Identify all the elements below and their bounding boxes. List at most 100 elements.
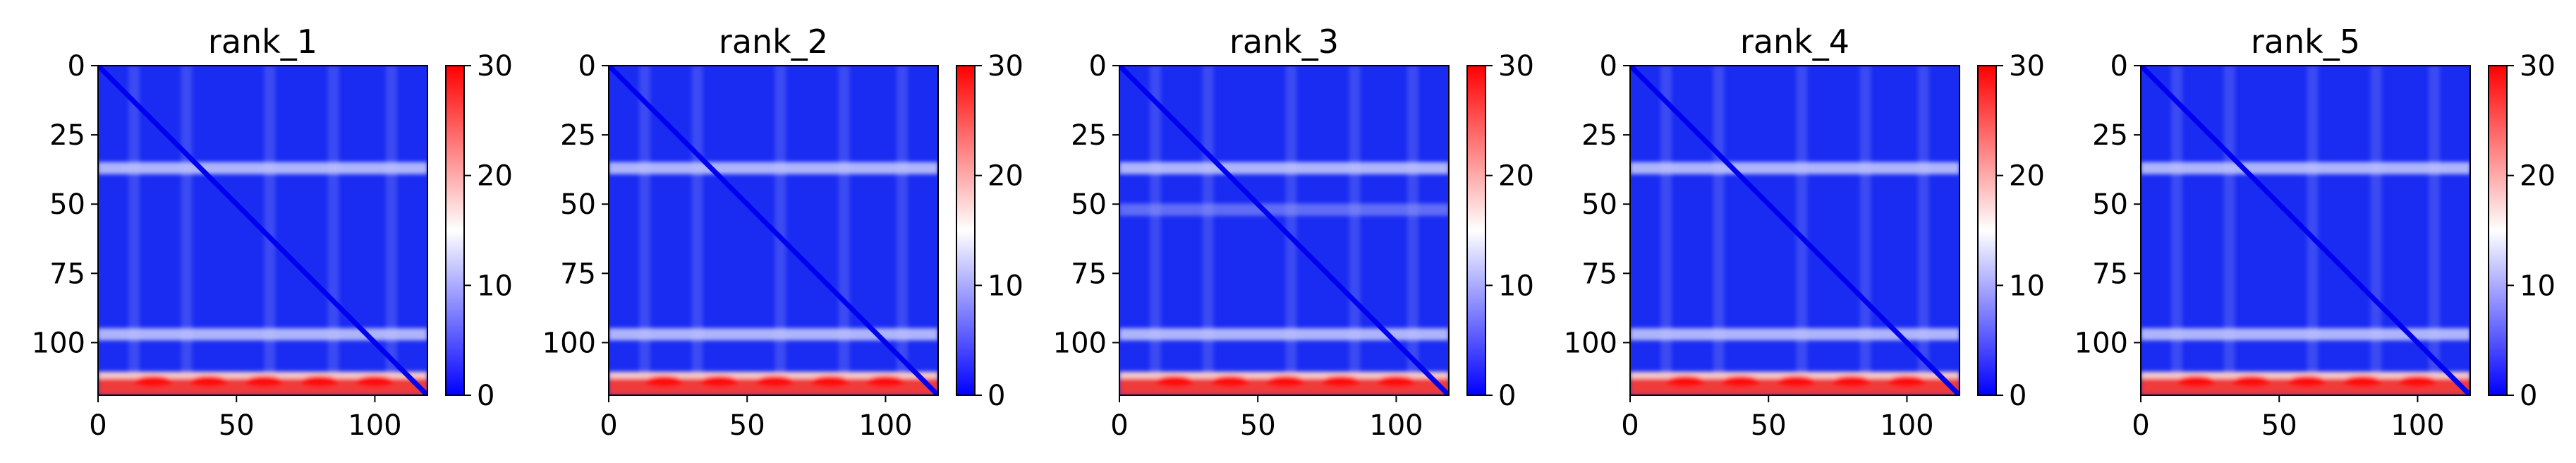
bottom-band-hotspot — [865, 375, 905, 387]
x-tick-label: 50 — [729, 409, 765, 442]
colorbar-tick-label: 10 — [988, 270, 1023, 302]
y-tick-label: 0 — [68, 50, 85, 83]
heatmap-image — [609, 66, 938, 395]
y-tick-label: 100 — [1564, 327, 1617, 359]
axes-frame — [608, 65, 939, 396]
panel-title: rank_1 — [208, 23, 317, 61]
heatmap-panel: rank_2 0 25 50 75 100 0 50 100 0 10 20 30 — [542, 23, 1023, 442]
row-stripe — [1119, 162, 1449, 174]
column-stripe — [774, 66, 786, 395]
y-tick-label: 50 — [49, 188, 85, 221]
colorbar-tick-label: 20 — [988, 160, 1023, 193]
bottom-band-hotspot — [1376, 375, 1416, 387]
y-tick-label: 100 — [32, 327, 85, 359]
bottom-band-hotspot — [244, 375, 284, 387]
y-tick-label: 75 — [2092, 258, 2128, 290]
column-stripe — [1713, 66, 1725, 395]
bottom-band-hotspot — [1666, 375, 1705, 387]
colorbar-tick-label: 0 — [1498, 380, 1516, 412]
bottom-band-hotspot — [810, 375, 850, 387]
row-stripe — [609, 162, 938, 174]
bottom-band-hotspot — [2177, 375, 2216, 387]
heatmap-image — [1119, 66, 1449, 395]
y-tick-label: 0 — [1089, 50, 1107, 83]
bottom-band-hotspot — [1155, 375, 1194, 387]
panel-title: rank_4 — [1740, 23, 1849, 61]
bottom-band — [609, 378, 938, 395]
heatmap-panel: rank_3 0 25 50 75 100 0 50 100 0 10 20 30 — [1053, 23, 1534, 442]
y-tick-label: 75 — [49, 258, 85, 290]
y-tick-label: 50 — [560, 188, 596, 221]
colorbar-tick-label: 30 — [988, 50, 1023, 83]
row-stripe — [609, 328, 938, 341]
column-stripe — [264, 66, 276, 395]
y-tick-label: 25 — [1071, 119, 1107, 152]
colorbar-tick-label: 20 — [477, 160, 513, 193]
bottom-band-hotspot — [2343, 375, 2382, 387]
x-tick-label: 0 — [1110, 409, 1128, 442]
x-tick-label: 100 — [1880, 409, 1933, 442]
y-tick-label: 25 — [560, 119, 596, 152]
bottom-band-hotspot — [189, 375, 229, 387]
heatmap-panel: rank_5 0 25 50 75 100 0 50 100 0 10 20 30 — [2074, 23, 2556, 442]
colorbar — [1466, 65, 1486, 396]
colorbar-tick-label: 0 — [477, 380, 494, 412]
column-stripe — [181, 66, 193, 395]
bottom-band-edge — [1630, 371, 1960, 379]
row-stripe — [2141, 328, 2470, 341]
column-stripe — [691, 66, 703, 395]
column-stripe — [2223, 66, 2235, 395]
column-stripe — [1407, 66, 1418, 395]
bottom-band-hotspot — [2398, 375, 2437, 387]
axes-frame — [2140, 65, 2471, 396]
bottom-band — [1630, 378, 1960, 395]
colorbar-tick-label: 30 — [477, 50, 513, 83]
row-stripe — [1119, 328, 1449, 341]
bottom-band-hotspot — [134, 375, 173, 387]
column-stripe — [1660, 66, 1672, 395]
colorbar-tick-label: 0 — [988, 380, 1005, 412]
x-tick-label: 0 — [89, 409, 107, 442]
bottom-band-hotspot — [700, 375, 739, 387]
axes-frame — [97, 65, 428, 396]
row-stripe — [2141, 162, 2470, 174]
colorbar-tick-label: 10 — [1498, 270, 1534, 302]
y-tick-label: 50 — [1581, 188, 1617, 221]
x-tick-label: 50 — [219, 409, 255, 442]
x-tick-label: 50 — [1240, 409, 1276, 442]
panel-title: rank_3 — [1229, 23, 1339, 61]
column-stripe — [327, 66, 339, 395]
column-stripe — [897, 66, 908, 395]
column-stripe — [1150, 66, 1161, 395]
y-tick-label: 25 — [2092, 119, 2128, 152]
bottom-band-hotspot — [755, 375, 794, 387]
column-stripe — [1285, 66, 1297, 395]
x-tick-label: 100 — [348, 409, 401, 442]
colorbar-tick-label: 30 — [1498, 50, 1534, 83]
column-stripe — [2370, 66, 2382, 395]
axes-frame — [1119, 65, 1450, 396]
x-tick-label: 100 — [2390, 409, 2444, 442]
y-tick-label: 0 — [578, 50, 596, 83]
bottom-band — [1119, 378, 1449, 395]
y-tick-label: 75 — [1581, 258, 1617, 290]
colorbar-tick-label: 10 — [2520, 270, 2556, 302]
diagonal — [609, 66, 938, 395]
colorbar-tick-label: 20 — [2520, 160, 2556, 193]
diagonal — [1630, 66, 1960, 395]
heatmap-image — [2141, 66, 2470, 395]
x-tick-label: 0 — [1621, 409, 1639, 442]
y-tick-label: 0 — [2110, 50, 2128, 83]
colorbar — [1977, 65, 1997, 396]
heatmap-image — [1630, 66, 1960, 395]
bottom-band-hotspot — [300, 375, 339, 387]
diagonal — [98, 66, 427, 395]
y-tick-label: 100 — [2074, 327, 2128, 359]
x-tick-label: 50 — [2261, 409, 2297, 442]
column-stripe — [1918, 66, 1929, 395]
row-stripe — [1630, 162, 1960, 174]
bottom-band-edge — [98, 371, 427, 379]
bottom-band-hotspot — [2287, 375, 2326, 387]
column-stripe — [386, 66, 397, 395]
